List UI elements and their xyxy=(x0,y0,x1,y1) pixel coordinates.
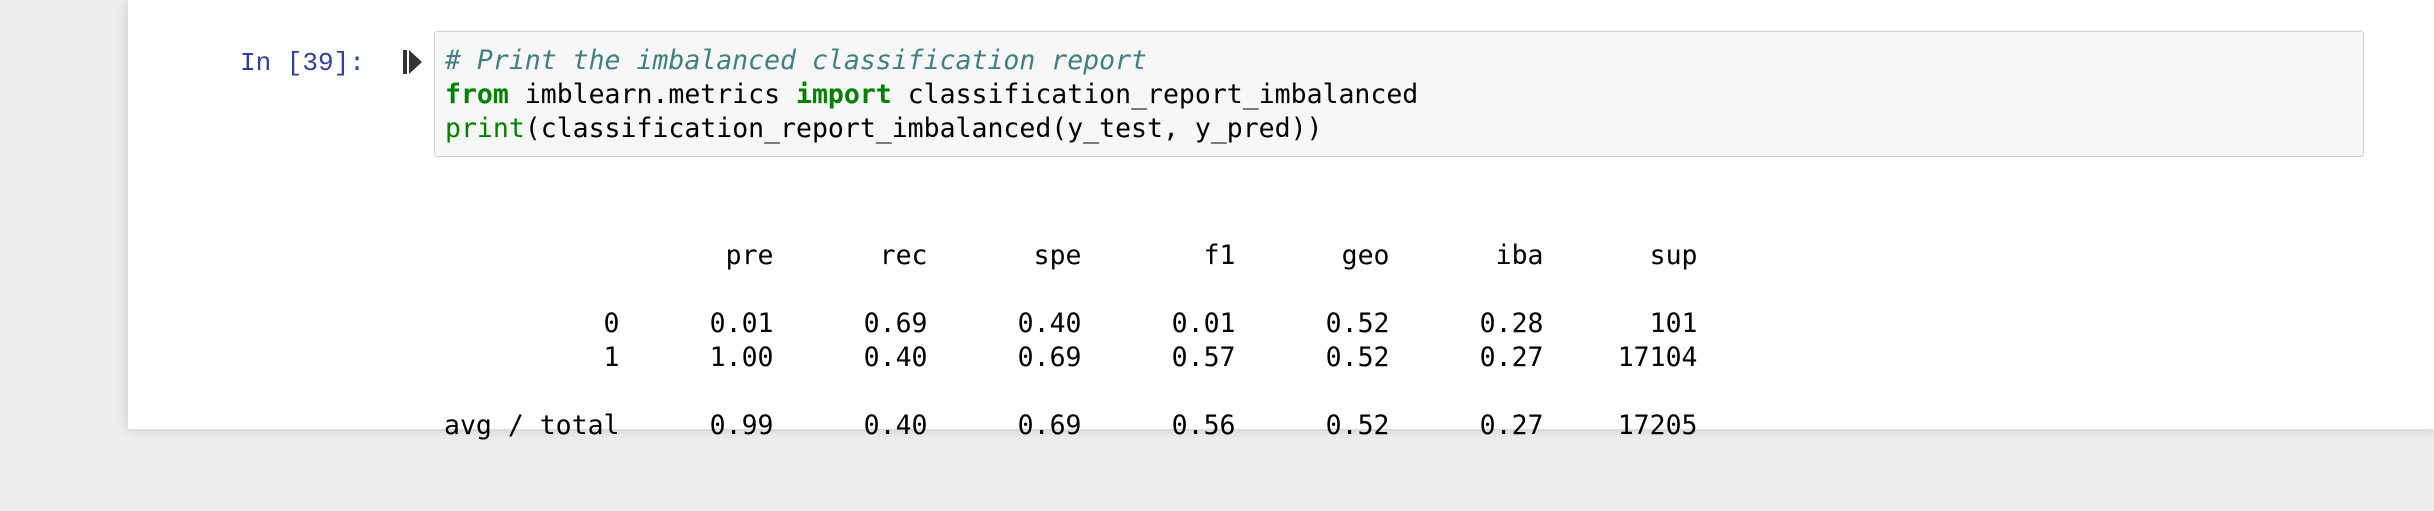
row-value: 0.52 xyxy=(1325,342,1390,373)
row-value: 1.00 xyxy=(709,342,774,373)
total-value: 17205 xyxy=(1617,410,1698,441)
row-label: 1 xyxy=(603,342,620,373)
imported-name: classification_report_imbalanced xyxy=(891,79,1419,110)
report-total-row: avg / total 0.99 0.40 0.69 0.56 0.52 0.2… xyxy=(444,409,1698,443)
total-value: 0.52 xyxy=(1325,410,1390,441)
row-value: 0.40 xyxy=(863,342,928,373)
row-value: 0.69 xyxy=(1017,342,1082,373)
report-row: 1 1.00 0.40 0.69 0.57 0.52 0.27 17104 xyxy=(444,341,1698,375)
code-comment: # Print the imbalanced classification re… xyxy=(445,45,1147,76)
row-value: 0.01 xyxy=(1171,308,1236,339)
code-cell[interactable]: In [39]: # Print the imbalanced classifi… xyxy=(128,0,2434,441)
report-row: 0 0.01 0.69 0.40 0.01 0.52 0.28 101 xyxy=(444,307,1698,341)
keyword-from: from xyxy=(445,79,509,110)
row-label: 0 xyxy=(603,308,620,339)
row-value: 0.40 xyxy=(1017,308,1082,339)
code-input-area[interactable]: # Print the imbalanced classification re… xyxy=(434,31,2364,157)
header-pre: pre xyxy=(725,240,774,271)
module-name: imblearn.metrics xyxy=(508,79,797,110)
total-value: 0.69 xyxy=(1017,410,1082,441)
total-label: avg / total xyxy=(444,410,620,441)
header-geo: geo xyxy=(1341,240,1390,271)
total-value: 0.99 xyxy=(709,410,774,441)
header-f1: f1 xyxy=(1203,240,1236,271)
header-sup: sup xyxy=(1649,240,1698,271)
input-prompt: In [39]: xyxy=(240,48,365,78)
spacer-row xyxy=(444,375,1698,409)
header-rec: rec xyxy=(879,240,928,271)
step-forward-icon[interactable] xyxy=(403,48,423,76)
print-args: (classification_report_imbalanced(y_test… xyxy=(524,113,1323,144)
keyword-import: import xyxy=(796,79,892,110)
row-value: 101 xyxy=(1649,308,1698,339)
builtin-print: print xyxy=(445,113,525,144)
total-value: 0.27 xyxy=(1479,410,1544,441)
row-value: 0.52 xyxy=(1325,308,1390,339)
row-value: 17104 xyxy=(1617,342,1698,373)
spacer-row xyxy=(444,273,1698,307)
notebook-container: In [39]: # Print the imbalanced classifi… xyxy=(128,0,2434,441)
report-header-row: pre rec spe f1 geo iba sup xyxy=(444,239,1698,273)
row-value: 0.57 xyxy=(1171,342,1236,373)
cell-output: pre rec spe f1 geo iba sup 0 0.01 0.69 0… xyxy=(444,171,1698,511)
total-value: 0.56 xyxy=(1171,410,1236,441)
header-iba: iba xyxy=(1495,240,1544,271)
row-value: 0.01 xyxy=(709,308,774,339)
header-label-cell xyxy=(444,239,620,273)
code-editor[interactable]: # Print the imbalanced classification re… xyxy=(445,44,1418,146)
header-spe: spe xyxy=(1033,240,1082,271)
total-value: 0.40 xyxy=(863,410,928,441)
row-value: 0.27 xyxy=(1479,342,1544,373)
classification-report: pre rec spe f1 geo iba sup 0 0.01 0.69 0… xyxy=(444,239,1698,443)
row-value: 0.28 xyxy=(1479,308,1544,339)
row-value: 0.69 xyxy=(863,308,928,339)
